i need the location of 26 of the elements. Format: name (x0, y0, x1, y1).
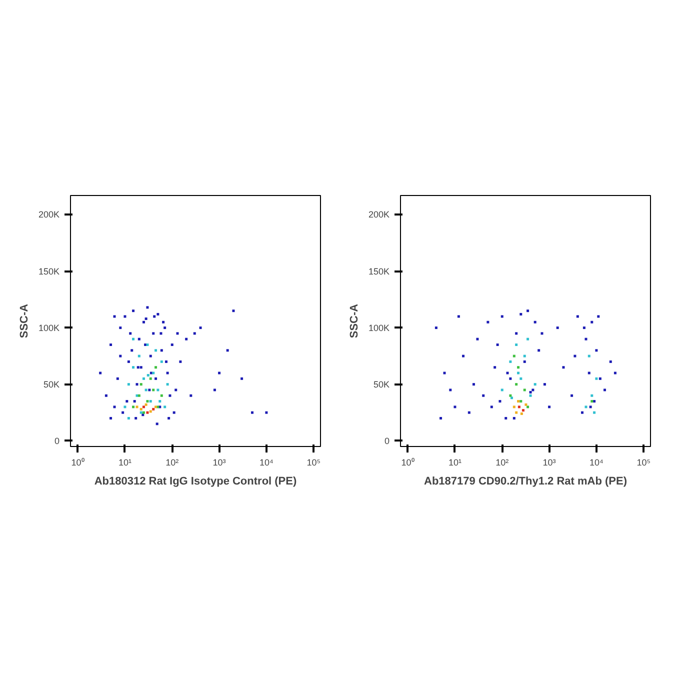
x-axis-title: Ab180312 Rat IgG Isotype Control (PE) (94, 476, 297, 488)
y-tick-label: 50K (373, 379, 390, 390)
y-tick-label: 0 (384, 436, 390, 446)
x-tick-label: 10⁴ (260, 458, 274, 468)
x-tick-label: 10⁵ (636, 458, 651, 468)
y-tick-label: 50K (43, 379, 60, 390)
y-axis-title: SSC-A (18, 304, 30, 338)
y-tick-label: 150K (38, 266, 60, 276)
x-tick-label: 10³ (212, 458, 226, 468)
x-tick-label: 10⁰ (71, 458, 84, 468)
x-axis-title: Ab187179 CD90.2/Thy1.2 Rat mAb (PE) (424, 476, 628, 488)
y-tick-label: 200K (368, 210, 390, 220)
y-tick-label: 100K (368, 322, 390, 333)
y-axis-title: SSC-A (348, 304, 360, 338)
x-tick-label: 10¹ (448, 458, 462, 468)
x-tick-label: 10¹ (118, 458, 132, 468)
y-tick-label: 200K (38, 210, 60, 220)
y-tick-label: 150K (368, 266, 390, 276)
x-tick-label: 10³ (542, 458, 556, 468)
y-tick-label: 0 (54, 436, 60, 446)
x-tick-label: 10² (496, 458, 509, 468)
x-tick-label: 10⁴ (590, 458, 604, 468)
x-tick-label: 10² (166, 458, 179, 468)
y-tick-label: 100K (38, 322, 60, 333)
x-tick-label: 10⁰ (401, 458, 414, 468)
x-tick-label: 10⁵ (306, 458, 321, 468)
